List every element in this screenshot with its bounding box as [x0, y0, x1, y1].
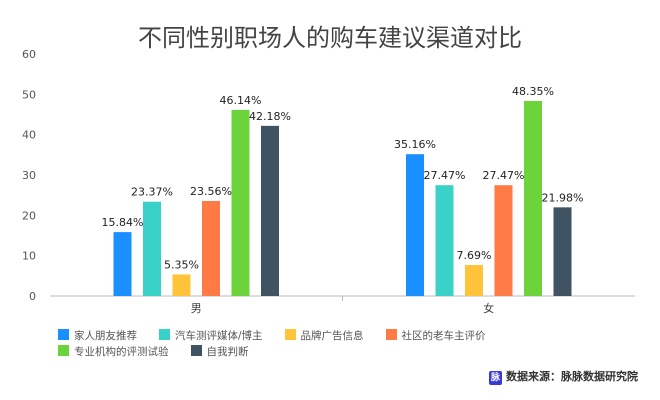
- legend-item: 家人朋友推荐: [58, 328, 137, 344]
- legend-label: 社区的老车主评价: [401, 330, 486, 342]
- data-label: 35.16%: [394, 138, 436, 151]
- y-tick-label: 0: [29, 290, 36, 303]
- bar: [494, 185, 513, 296]
- x-tick-label: 女: [483, 301, 494, 315]
- y-tick-label: 60: [22, 48, 36, 61]
- bar: [231, 109, 250, 296]
- bar: [261, 125, 279, 297]
- data-label: 27.47%: [424, 169, 466, 182]
- legend: 家人朋友推荐 汽车测评媒体/博主 品牌广告信息 社区的老车主评价专业机构的评测试验 自我…: [58, 328, 638, 360]
- bar: [113, 232, 132, 296]
- bar: [465, 264, 483, 296]
- x-tick-label: 男: [191, 302, 202, 315]
- legend-swatch: [385, 329, 397, 340]
- y-tick-label: 30: [22, 169, 36, 182]
- data-label: 23.37%: [131, 186, 173, 199]
- chart-title: 不同性别职场人的购车建议渠道对比: [138, 24, 522, 52]
- data-label: 46.14%: [220, 94, 262, 107]
- bar: [406, 154, 424, 296]
- data-label: 27.47%: [483, 169, 525, 182]
- source-label: 数据来源：脉脉数据研究院: [506, 370, 638, 383]
- legend-item: 自我判断: [190, 344, 249, 360]
- legend-swatch: [58, 345, 69, 356]
- data-label: 23.56%: [190, 185, 232, 198]
- y-tick-label: 40: [22, 129, 36, 142]
- bar: [172, 274, 191, 296]
- data-source: 脉数据来源：脉脉数据研究院: [489, 368, 638, 385]
- legend-label: 家人朋友推荐: [74, 330, 137, 342]
- legend-item: 汽车测评媒体/博主: [159, 328, 263, 344]
- data-label: 15.84%: [102, 216, 144, 229]
- legend-swatch: [58, 329, 69, 340]
- legend-item: 社区的老车主评价: [385, 328, 486, 344]
- maimai-logo: 脉: [489, 371, 502, 385]
- data-label: 21.98%: [542, 191, 584, 204]
- bar: [435, 185, 454, 296]
- legend-label: 品牌广告信息: [300, 330, 364, 342]
- bar: [524, 100, 542, 296]
- legend-swatch: [190, 345, 202, 356]
- legend-label: 汽车测评媒体/博主: [175, 330, 263, 342]
- data-label: 48.35%: [512, 85, 554, 98]
- bar: [553, 207, 572, 296]
- data-label: 5.35%: [164, 258, 199, 271]
- y-tick-label: 50: [22, 88, 36, 101]
- y-tick-label: 20: [22, 209, 36, 222]
- legend-label: 自我判断: [206, 346, 249, 358]
- bar: [202, 200, 220, 296]
- data-label: 42.18%: [249, 110, 291, 123]
- legend-swatch: [284, 329, 296, 340]
- legend-item: 专业机构的评测试验: [58, 344, 169, 360]
- y-tick-label: 10: [22, 250, 36, 263]
- legend-label: 专业机构的评测试验: [74, 346, 169, 358]
- data-label: 7.69%: [457, 249, 492, 262]
- legend-item: 品牌广告信息: [284, 328, 364, 344]
- bar: [143, 201, 161, 296]
- legend-swatch: [159, 329, 170, 340]
